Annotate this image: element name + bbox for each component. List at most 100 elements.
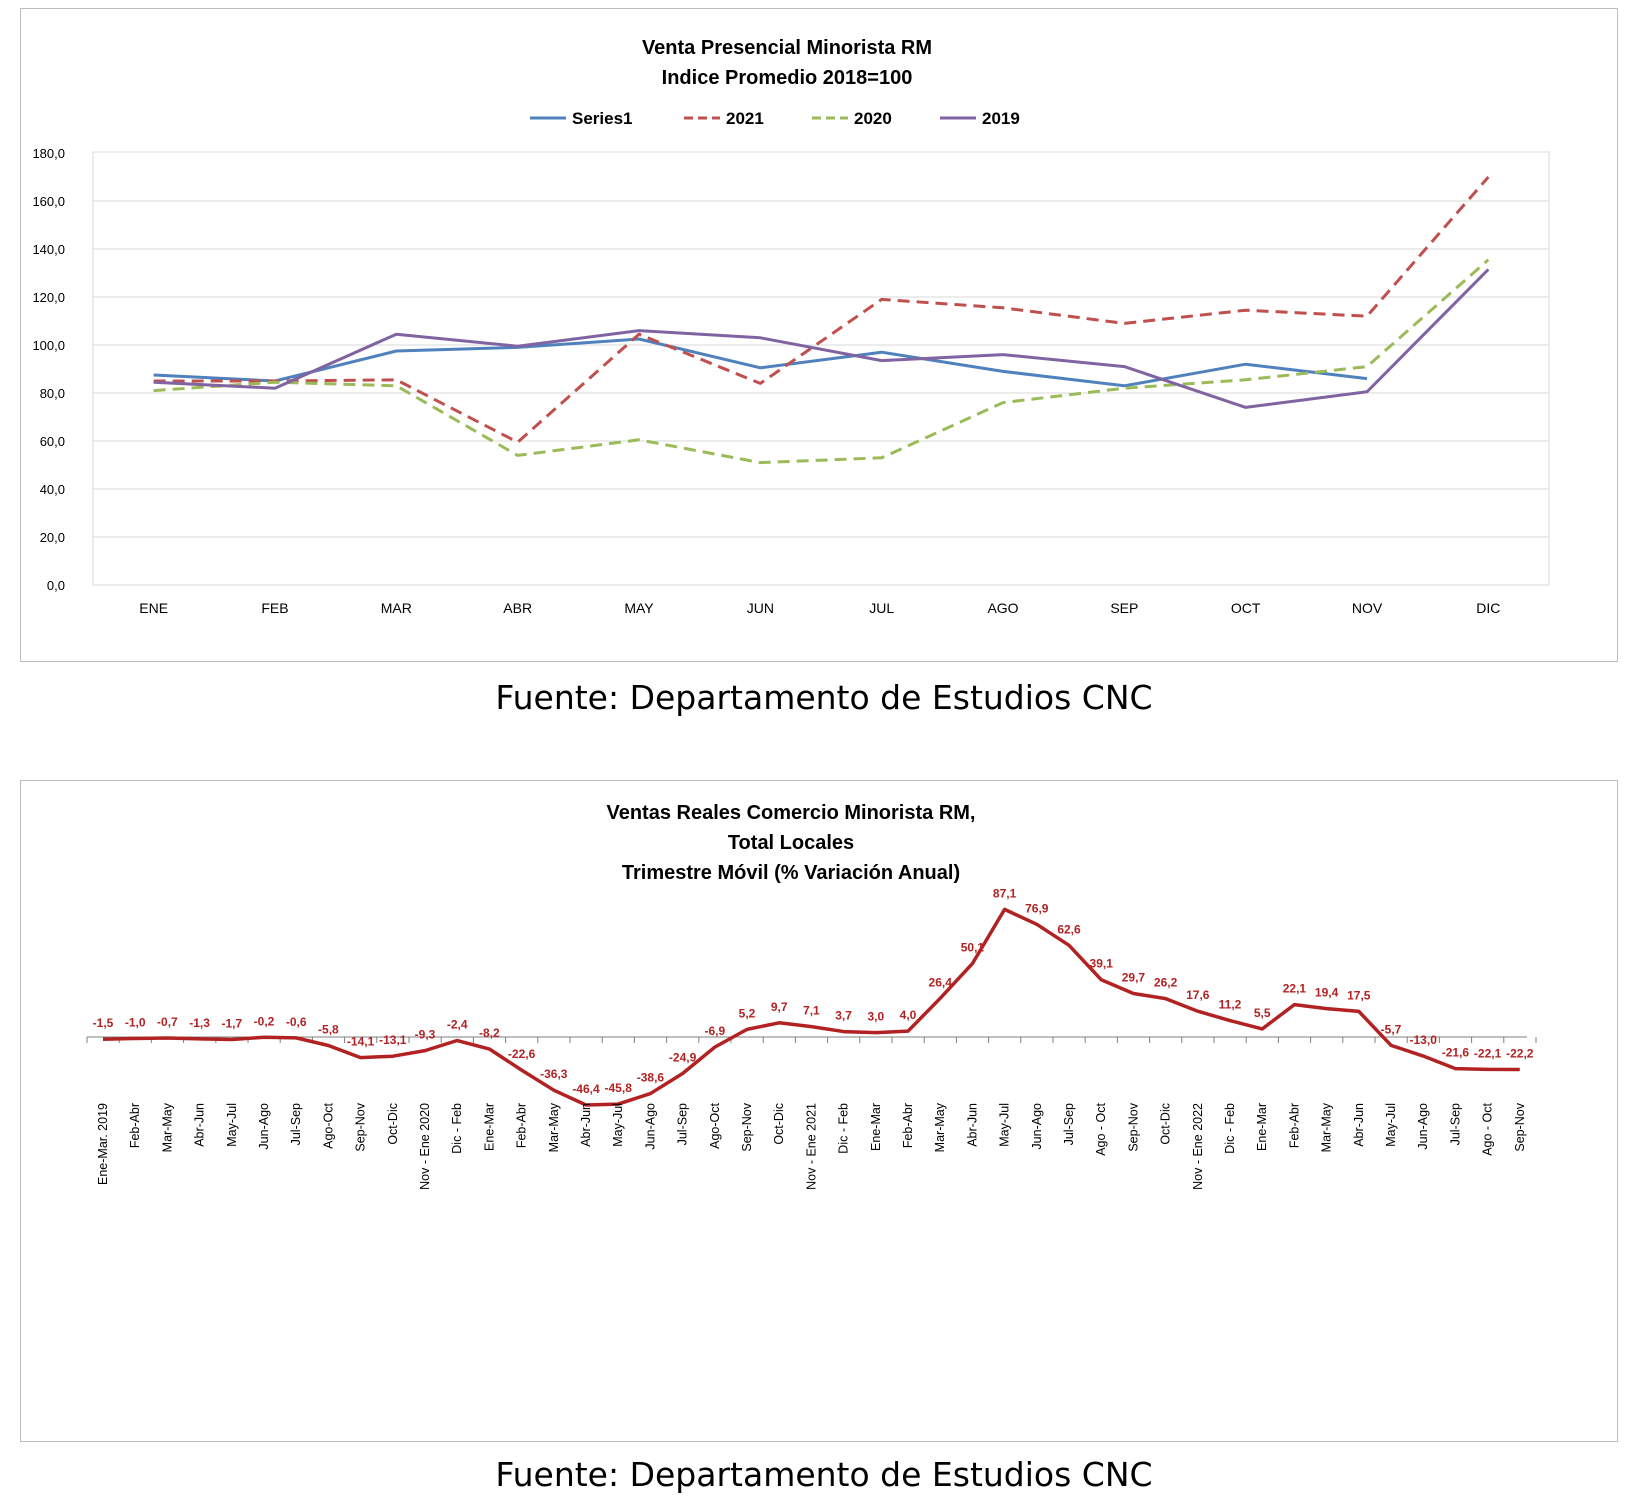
data-label: -36,3 — [540, 1067, 568, 1081]
y-tick-label: 80,0 — [40, 386, 65, 401]
data-label: 29,7 — [1122, 970, 1146, 984]
chart-2-subtitle: Total Locales — [728, 832, 854, 854]
x-category-label: Nov - Ene 2020 — [418, 1103, 432, 1190]
x-category-label: Mar-May — [1320, 1102, 1334, 1152]
x-category-label: Jun-Ago — [257, 1103, 271, 1150]
chart-2-title: Ventas Reales Comercio Minorista RM, — [606, 802, 975, 824]
x-tick-nov: NOV — [1352, 600, 1383, 616]
source-note-1: Fuente: Departamento de Estudios CNC — [495, 678, 1153, 717]
chart-1-svg: Venta Presencial Minorista RM Indice Pro… — [32, 37, 1550, 616]
series-line-2019 — [153, 268, 1490, 409]
x-category-label: Feb-Abr — [901, 1103, 915, 1148]
variation-line — [102, 907, 1520, 1107]
data-label: -38,6 — [637, 1071, 665, 1085]
y-tick-label: 40,0 — [40, 482, 65, 497]
chart-1-series-group — [153, 176, 1490, 465]
y-tick-label: 20,0 — [40, 530, 65, 545]
data-label: -0,6 — [286, 1015, 307, 1029]
x-category-label: Oct-Dic — [772, 1103, 786, 1145]
series-line-series1 — [153, 337, 1368, 388]
data-label: 5,2 — [739, 1006, 756, 1020]
x-category-label: Jul-Sep — [676, 1103, 690, 1145]
x-category-label: Dic - Feb — [1223, 1103, 1237, 1154]
chart-2-series-group — [102, 907, 1520, 1107]
chart-1-y-axis: 0,0 20,0 40,0 60,0 80,0 100,0 120,0 140,0 160,0 1… — [32, 146, 65, 593]
x-category-label: Abr-Jun — [1352, 1103, 1366, 1147]
x-category-label: Ago-Oct — [321, 1102, 335, 1148]
x-category-label: Jun-Ago — [643, 1103, 657, 1150]
data-label: -6,9 — [704, 1024, 725, 1038]
data-label: -0,2 — [254, 1014, 275, 1028]
x-category-label: Jul-Sep — [1062, 1103, 1076, 1145]
data-label: 11,2 — [1219, 998, 1242, 1012]
data-label: -22,6 — [508, 1047, 536, 1061]
x-category-label: Nov - Ene 2022 — [1191, 1103, 1205, 1190]
x-category-label: Ago - Oct — [1094, 1102, 1108, 1155]
data-label: -2,4 — [447, 1018, 468, 1032]
y-tick-label: 0,0 — [47, 578, 65, 593]
x-category-label: Dic - Feb — [837, 1103, 851, 1154]
x-category-label: Sep-Nov — [1126, 1102, 1140, 1151]
x-category-label: Mar-May — [933, 1102, 947, 1152]
x-category-label: Jul-Sep — [1448, 1103, 1462, 1145]
chart-1-title: Venta Presencial Minorista RM — [642, 37, 932, 59]
y-tick-label: 160,0 — [32, 194, 65, 209]
data-label: 26,2 — [1154, 976, 1178, 990]
data-label: -46,4 — [572, 1082, 600, 1096]
x-category-label: Ene-Mar — [482, 1103, 496, 1151]
data-label: -0,7 — [157, 1015, 178, 1029]
x-category-label: Ene-Mar. 2019 — [96, 1103, 110, 1185]
x-category-label: Jun-Ago — [1030, 1103, 1044, 1150]
data-label: -5,8 — [318, 1022, 339, 1036]
x-tick-jun: JUN — [747, 600, 774, 616]
x-category-label: Feb-Abr — [1287, 1103, 1301, 1148]
x-tick-abr: ABR — [503, 600, 532, 616]
x-category-label: Sep-Nov — [1513, 1102, 1527, 1151]
x-category-label: Mar-May — [547, 1102, 561, 1152]
legend-label-series1: Series1 — [572, 109, 633, 128]
data-label: -14,1 — [347, 1035, 375, 1049]
data-label: 4,0 — [900, 1008, 917, 1022]
data-label: -9,3 — [415, 1028, 436, 1042]
legend-label-2020: 2020 — [854, 109, 892, 128]
chart-2-panel: Ventas Reales Comercio Minorista RM, Tot… — [20, 780, 1618, 1442]
data-label: 50,1 — [961, 941, 985, 955]
x-category-label: Oct-Dic — [386, 1103, 400, 1145]
legend-label-2021: 2021 — [726, 109, 764, 128]
x-category-label: Ago-Oct — [708, 1102, 722, 1148]
x-category-label: Jul-Sep — [289, 1103, 303, 1145]
data-label: -24,9 — [669, 1050, 697, 1064]
data-label: -13,1 — [379, 1033, 407, 1047]
x-tick-may: MAY — [624, 600, 654, 616]
data-label: -21,6 — [1442, 1046, 1470, 1060]
x-tick-sep: SEP — [1110, 600, 1138, 616]
data-label: 7,1 — [803, 1004, 820, 1018]
data-label: 9,7 — [771, 1000, 788, 1014]
data-label: -8,2 — [479, 1026, 500, 1040]
x-tick-ene: ENE — [139, 600, 168, 616]
chart-2-svg: Ventas Reales Comercio Minorista RM, Tot… — [86, 802, 1537, 1190]
x-category-label: Oct-Dic — [1159, 1103, 1173, 1145]
y-tick-label: 180,0 — [32, 146, 65, 161]
chart-2-subtitle-2: Trimestre Móvil (% Variación Anual) — [622, 862, 960, 884]
x-category-label: May-Jul — [611, 1103, 625, 1147]
x-category-label: Ene-Mar — [869, 1103, 883, 1151]
data-label: 3,0 — [867, 1010, 884, 1024]
chart-1-subtitle: Indice Promedio 2018=100 — [662, 67, 913, 89]
y-tick-label: 120,0 — [32, 290, 65, 305]
data-label: -1,0 — [125, 1015, 146, 1029]
data-label: 17,6 — [1186, 988, 1210, 1002]
data-label: 3,7 — [835, 1009, 852, 1023]
chart-1-gridlines — [93, 200, 1549, 538]
data-label: 26,4 — [929, 975, 953, 989]
data-label: -22,1 — [1474, 1046, 1502, 1060]
data-label: 22,1 — [1283, 982, 1307, 996]
y-tick-label: 60,0 — [40, 434, 65, 449]
y-tick-label: 140,0 — [32, 242, 65, 257]
chart-2-data-labels: -1,5 -1,0 -0,7 -1,3 -1,7 -0,2 -0,6 -5,8 -14,1 -13… — [93, 886, 1534, 1096]
data-label: -5,7 — [1381, 1022, 1402, 1036]
legend-item-2020: 2020 — [812, 109, 892, 128]
x-category-label: Feb-Abr — [128, 1103, 142, 1148]
x-tick-dic: DIC — [1476, 600, 1500, 616]
x-tick-jul: JUL — [869, 600, 894, 616]
